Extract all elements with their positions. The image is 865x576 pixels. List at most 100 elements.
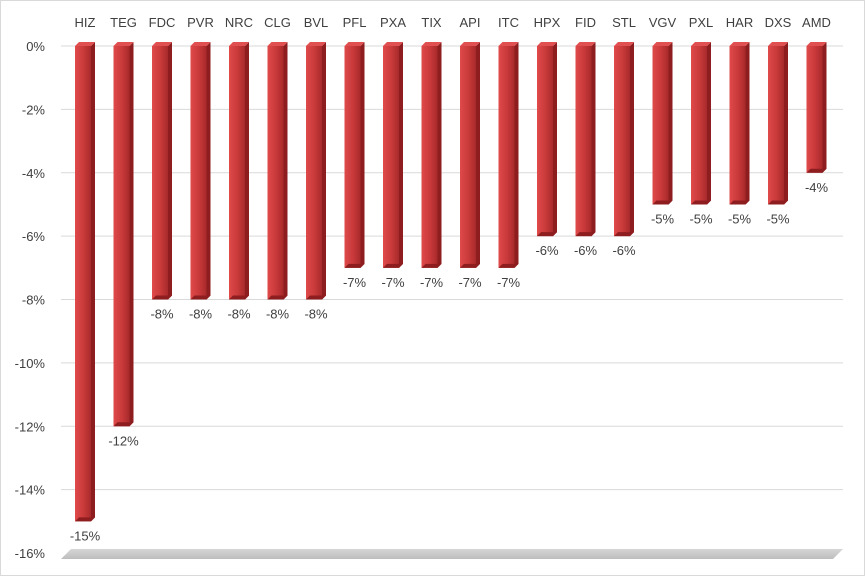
bar-side — [283, 42, 288, 300]
bars — [75, 42, 827, 522]
bar-front — [152, 46, 168, 300]
bar-front — [614, 46, 630, 237]
gridlines — [61, 45, 843, 491]
bar-top — [614, 42, 634, 46]
bar-bottom — [691, 200, 711, 205]
bar-side — [476, 42, 480, 268]
data-label: -5% — [728, 211, 752, 226]
bar-front — [267, 46, 284, 300]
category-label: PVR — [187, 15, 214, 30]
bar-top — [229, 42, 249, 46]
bar-top — [306, 42, 326, 46]
data-label: -7% — [458, 275, 482, 290]
bar-side — [399, 42, 403, 268]
data-label: -8% — [189, 307, 213, 322]
bar-top — [729, 42, 750, 46]
bar-top — [383, 42, 403, 46]
bar-top — [190, 42, 211, 46]
bar-side — [822, 42, 827, 173]
data-label: -5% — [766, 211, 790, 226]
bar-itc — [498, 42, 519, 268]
data-label: -6% — [574, 243, 598, 258]
category-label: VGV — [649, 15, 677, 30]
bar-top — [460, 42, 480, 46]
bar-front — [306, 46, 322, 300]
bar-bottom — [806, 168, 827, 173]
data-label: -6% — [612, 243, 636, 258]
chart-floor — [61, 549, 843, 559]
category-labels: HIZ TEG FDC PVR NRC CLG BVL PFL PXA TIX API ITC HPX F… — [75, 15, 831, 30]
category-label: PFL — [343, 15, 367, 30]
bar-bottom — [537, 232, 557, 237]
category-label: API — [460, 15, 481, 30]
data-label: -15% — [70, 528, 101, 543]
y-tick-label: -12% — [15, 419, 46, 434]
floor-plane — [61, 549, 843, 559]
bar-side — [668, 42, 673, 205]
bar-top — [267, 42, 288, 46]
data-label: -7% — [381, 275, 405, 290]
bar-dxs — [768, 42, 788, 205]
y-tick-label: -14% — [15, 483, 46, 498]
bar-side — [245, 42, 249, 300]
y-tick-label: -8% — [22, 293, 46, 308]
bar-top — [537, 42, 557, 46]
bar-front — [652, 46, 669, 205]
bar-side — [360, 42, 365, 268]
bar-side — [129, 42, 134, 427]
bar-side — [514, 42, 519, 268]
data-label: -12% — [108, 433, 139, 448]
bar-bottom — [267, 295, 288, 300]
bar-side — [630, 42, 634, 237]
bar-top — [75, 42, 95, 46]
bar-bottom — [614, 232, 634, 237]
bar-side — [91, 42, 95, 522]
bar-fid — [575, 42, 596, 237]
bar-top — [691, 42, 711, 46]
y-tick-label: -6% — [22, 229, 46, 244]
bar-har — [729, 42, 750, 205]
bar-bottom — [344, 263, 365, 268]
category-label: TEG — [110, 15, 137, 30]
bar-bottom — [421, 263, 442, 268]
data-label: -6% — [535, 243, 559, 258]
y-tick-label: -10% — [15, 356, 46, 371]
data-label: -7% — [497, 275, 521, 290]
bar-amd — [806, 42, 827, 173]
bar-front — [75, 46, 91, 522]
bar-bottom — [152, 295, 172, 300]
category-label: FDC — [149, 15, 176, 30]
bar-bottom — [652, 200, 673, 205]
category-label: STL — [612, 15, 636, 30]
data-label: -5% — [689, 211, 713, 226]
bar-side — [745, 42, 750, 205]
category-label: FID — [575, 15, 596, 30]
bar-bottom — [729, 200, 750, 205]
y-axis-ticks: 0% -2% -4% -6% -8% -10% -12% -14% -16% — [15, 39, 46, 561]
data-labels: -15% -12% -8% -8% -8% -8% -8% -7% -7% -7% -7% -7% -6… — [70, 180, 829, 544]
category-label: CLG — [264, 15, 291, 30]
category-label: DXS — [765, 15, 792, 30]
bar-bottom — [190, 295, 211, 300]
bar-front — [768, 46, 784, 205]
bar-bvl — [306, 42, 326, 300]
data-label: -8% — [150, 307, 174, 322]
bar-bottom — [306, 295, 326, 300]
bar-bottom — [460, 263, 480, 268]
category-label: AMD — [802, 15, 831, 30]
bar-front — [729, 46, 746, 205]
bar-front — [113, 46, 130, 427]
y-tick-label: -16% — [15, 546, 46, 561]
bar-hiz — [75, 42, 95, 522]
bar-teg — [113, 42, 134, 427]
bar-pfl — [344, 42, 365, 268]
bar-bottom — [575, 232, 596, 237]
bar-side — [591, 42, 596, 237]
bar-bottom — [75, 517, 95, 522]
bar-vgv — [652, 42, 673, 205]
bar-top — [113, 42, 134, 46]
bar-side — [437, 42, 442, 268]
y-tick-label: -2% — [22, 102, 46, 117]
bar-top — [806, 42, 827, 46]
bar-front — [537, 46, 553, 237]
